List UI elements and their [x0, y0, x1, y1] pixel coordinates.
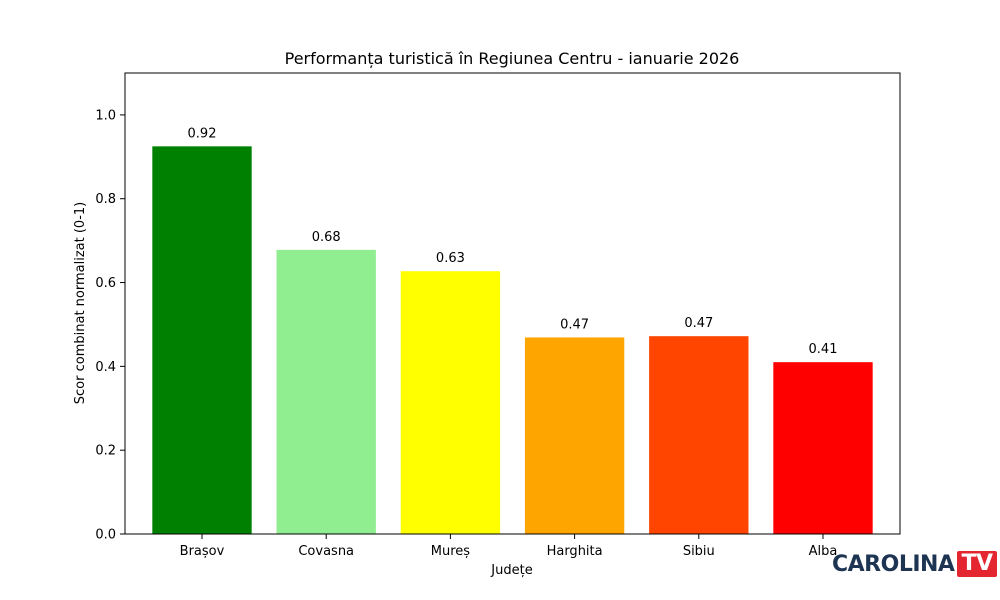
x-tick-label-3: Harghita [547, 544, 603, 559]
chart-title: Performanța turistică în Regiunea Centru… [285, 49, 740, 68]
bar-3 [524, 337, 625, 534]
bar-1 [276, 249, 376, 534]
x-axis: Brașov Covasna Mureș Harghita Sibiu Alba [180, 534, 838, 559]
plot-frame [124, 72, 901, 535]
x-axis-label: Județe [490, 563, 532, 578]
bar-value-label-0: 0.92 [188, 126, 217, 141]
y-tick-label-1: 0.2 [95, 444, 116, 459]
y-tick-label-2: 0.4 [95, 360, 116, 375]
logo-tv-badge: TV [957, 551, 997, 577]
bar-value-label-2: 0.63 [436, 251, 465, 266]
bar-value-label-3: 0.47 [560, 317, 589, 332]
y-tick-label-3: 0.6 [95, 276, 116, 291]
bar-value-label-4: 0.47 [684, 316, 713, 331]
y-axis-label: Scor combinat normalizat (0-1) [73, 202, 88, 404]
y-tick-label-5: 1.0 [95, 108, 116, 123]
bar-value-label-1: 0.68 [312, 230, 341, 245]
x-tick-label-2: Mureș [431, 544, 471, 559]
bars-group [152, 146, 873, 534]
bar-4 [649, 336, 749, 534]
bar-2 [400, 271, 501, 534]
y-tick-label-4: 0.8 [95, 192, 116, 207]
x-tick-label-5: Alba [809, 544, 838, 559]
y-axis: 0.0 0.2 0.4 0.6 0.8 1.0 [95, 108, 125, 543]
bar-0 [152, 146, 252, 534]
value-labels-group: 0.92 0.68 0.63 0.47 0.47 0.41 [188, 126, 838, 357]
x-tick-label-4: Sibiu [683, 544, 715, 559]
x-tick-label-0: Brașov [180, 544, 225, 559]
bar-value-label-5: 0.41 [809, 342, 838, 357]
carolina-tv-logo: CAROLINA TV [832, 551, 997, 577]
x-tick-label-1: Covasna [298, 544, 354, 559]
logo-main-text: CAROLINA [832, 551, 955, 577]
bar-5 [773, 362, 873, 534]
y-tick-label-0: 0.0 [95, 528, 116, 543]
